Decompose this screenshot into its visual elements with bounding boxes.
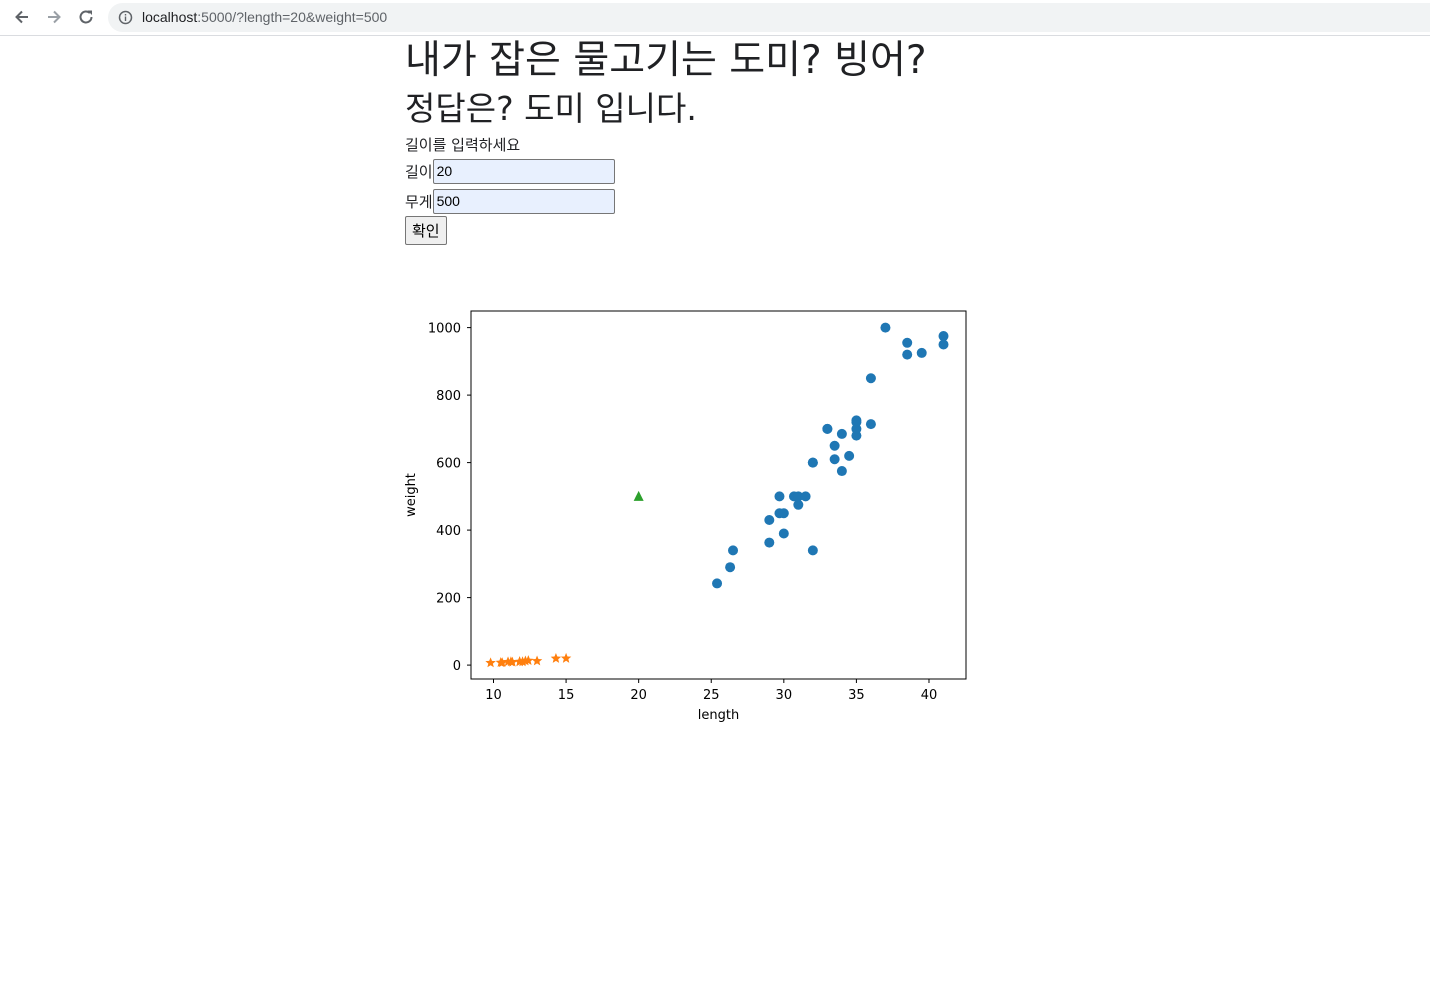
data-point-circle (807, 545, 818, 556)
data-point-star (496, 657, 508, 668)
weight-input[interactable] (432, 188, 615, 214)
data-point-star (485, 657, 496, 668)
input-prompt: 길이를 입력하세요 (405, 136, 521, 154)
x-tick-label: 40 (921, 688, 938, 703)
x-tick-label: 35 (848, 688, 865, 703)
data-point-circle (712, 578, 723, 589)
y-tick-label: 600 (436, 457, 461, 472)
fish-form: 길이 무게 확인 (405, 156, 927, 245)
data-point-star (507, 656, 518, 667)
back-arrow-icon (15, 10, 28, 24)
data-point-star (517, 656, 528, 667)
page-title: 내가 잡은 물고기는 도미? 빙어? (405, 38, 927, 83)
submit-button[interactable]: 확인 (405, 216, 447, 245)
forward-button[interactable] (42, 5, 66, 29)
data-point-star (523, 655, 534, 666)
data-point-circle (916, 347, 927, 358)
browser-toolbar: localhost:5000/?length=20&weight=500 (0, 0, 1430, 36)
data-point-circle (865, 373, 876, 384)
data-point-circle (764, 514, 775, 525)
forward-arrow-icon (48, 10, 61, 24)
y-tick-label: 800 (436, 389, 461, 404)
back-button[interactable] (10, 5, 34, 29)
y-tick-label: 400 (436, 524, 461, 539)
data-point-circle (865, 419, 876, 430)
data-point-circle (725, 562, 736, 573)
data-point-triangle (633, 490, 644, 501)
x-axis-label: length (698, 708, 739, 723)
url-text: localhost:5000/?length=20&weight=500 (142, 9, 387, 25)
address-bar[interactable]: localhost:5000/?length=20&weight=500 (108, 3, 1430, 32)
data-point-circle (902, 337, 913, 348)
data-point-circle (778, 528, 789, 539)
data-point-circle (880, 322, 891, 333)
url-host: localhost (142, 9, 198, 25)
data-point-circle (902, 349, 913, 360)
data-point-circle (800, 491, 811, 502)
data-point-circle (793, 499, 804, 510)
page-content: 내가 잡은 물고기는 도미? 빙어? 정답은? 도미 입니다. 길이를 입력하세… (405, 36, 927, 245)
data-point-circle (938, 331, 949, 342)
info-icon[interactable] (118, 10, 133, 25)
weight-row: 무게 (405, 186, 927, 216)
data-point-star (550, 652, 562, 663)
x-tick-label: 15 (558, 688, 575, 703)
x-axis-ticks: 10 15 20 25 30 35 40 (485, 679, 937, 703)
reload-icon (79, 10, 93, 24)
data-point-circle (774, 491, 785, 502)
chart-marks (485, 322, 949, 668)
data-point-circle (836, 466, 847, 477)
data-point-circle (822, 423, 833, 434)
answer-heading: 정답은? 도미 입니다. (405, 89, 697, 128)
data-point-circle (836, 428, 847, 439)
reload-button[interactable] (74, 5, 98, 29)
length-label: 길이 (405, 162, 433, 181)
data-point-circle (764, 537, 775, 548)
length-input[interactable] (432, 158, 615, 184)
x-tick-label: 20 (630, 688, 647, 703)
data-point-circle (728, 545, 739, 556)
x-tick-label: 25 (703, 688, 720, 703)
y-tick-label: 0 (453, 659, 461, 674)
weight-label: 무게 (405, 192, 433, 211)
length-row: 길이 (405, 156, 927, 186)
y-axis-ticks: 0 200 400 600 800 1000 (428, 322, 471, 674)
data-point-circle (844, 450, 855, 461)
x-tick-label: 10 (485, 688, 502, 703)
data-point-circle (778, 508, 789, 519)
url-path: :5000/?length=20&weight=500 (197, 9, 388, 25)
data-point-star (531, 655, 543, 666)
data-point-circle (807, 457, 818, 468)
data-point-circle (829, 454, 840, 465)
data-point-circle (829, 440, 840, 451)
y-tick-label: 1000 (428, 322, 461, 337)
y-tick-label: 200 (436, 592, 461, 607)
x-tick-label: 30 (776, 688, 793, 703)
y-axis-label: weight (404, 473, 419, 517)
plot-frame (470, 310, 967, 680)
data-point-star (560, 652, 572, 663)
data-point-circle (793, 491, 804, 502)
data-point-circle (851, 417, 862, 428)
data-point-circle (938, 339, 949, 350)
